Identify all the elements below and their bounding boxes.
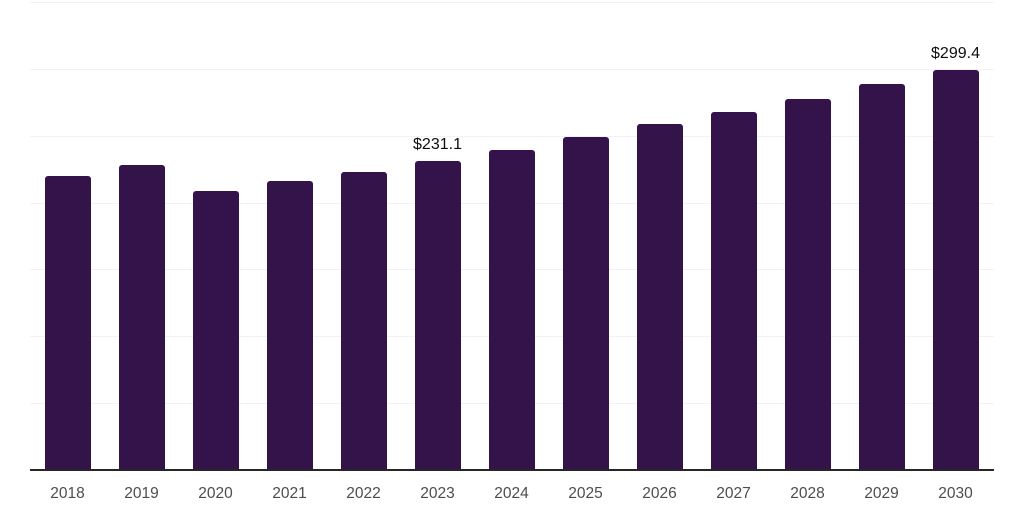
- bar-2021: [266, 181, 313, 470]
- x-axis-line: [30, 469, 994, 471]
- bar-2020: [192, 190, 239, 470]
- x-tick-2023: 2023: [420, 485, 455, 502]
- gridline-300: [30, 68, 994, 70]
- bar-2019: [118, 165, 165, 470]
- gridline-350: [30, 2, 994, 3]
- x-tick-2027: 2027: [716, 485, 751, 502]
- x-tick-2029: 2029: [864, 485, 899, 502]
- x-tick-2028: 2028: [790, 485, 825, 502]
- bar-2023: [414, 160, 461, 470]
- x-tick-2018: 2018: [50, 485, 85, 502]
- bar-2030: [932, 69, 979, 470]
- x-tick-2025: 2025: [568, 485, 603, 502]
- bar-2025: [562, 137, 609, 470]
- bar-2018: [44, 175, 91, 470]
- x-tick-2020: 2020: [198, 485, 233, 502]
- x-tick-2030: 2030: [938, 485, 973, 502]
- x-tick-2024: 2024: [494, 485, 529, 502]
- bar-2026: [636, 124, 683, 470]
- bar-2029: [858, 84, 905, 470]
- bar-2022: [340, 171, 387, 470]
- x-tick-2019: 2019: [124, 485, 159, 502]
- bar-2024: [488, 150, 535, 470]
- bar-2028: [784, 98, 831, 470]
- x-tick-2022: 2022: [346, 485, 381, 502]
- data-label-2023: $231.1: [413, 135, 462, 153]
- x-tick-2021: 2021: [272, 485, 307, 502]
- data-label-2030: $299.4: [931, 44, 980, 62]
- bar-2027: [710, 112, 757, 470]
- x-tick-2026: 2026: [642, 485, 677, 502]
- gridline-250: [30, 135, 994, 137]
